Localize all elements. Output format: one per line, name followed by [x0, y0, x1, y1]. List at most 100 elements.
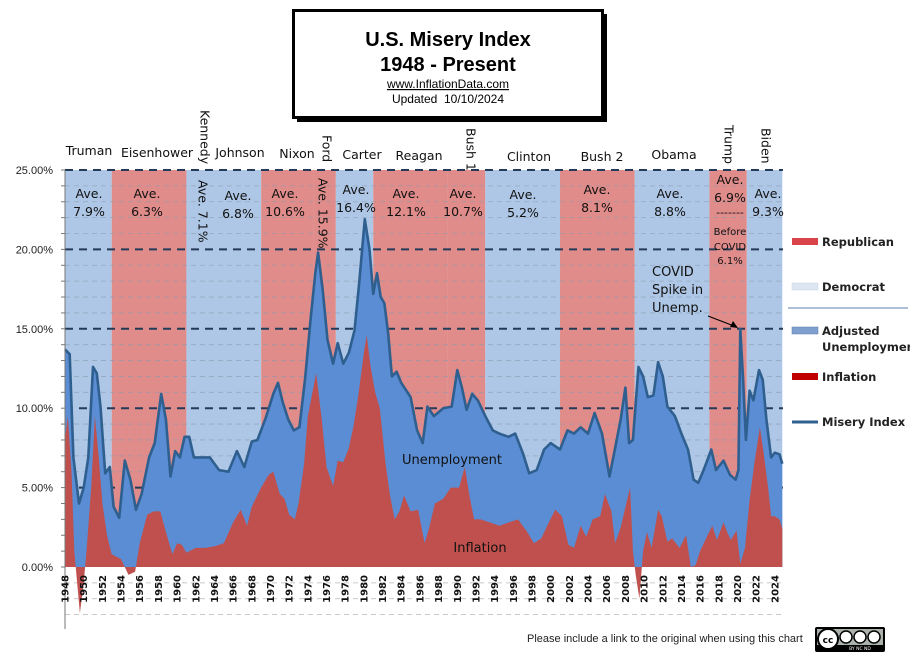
data-areas: [64, 217, 784, 614]
axes: 25.00% 20.00% 15.00% 10.00% 5.00% 0.00% 1948 19…: [16, 165, 781, 629]
y-tick-label: 0.00%: [22, 562, 53, 574]
president-name-ford: Ford: [320, 135, 335, 162]
average-label-trump: 6.9%: [714, 190, 746, 205]
before-covid-label: COVID: [714, 242, 746, 253]
average-label-nixon: Ave.: [272, 186, 299, 201]
x-tick-label: 1960: [173, 575, 184, 603]
source-link[interactable]: www.InflationData.com: [386, 77, 509, 91]
x-tick-label: 2018: [714, 575, 725, 603]
legend-label-republican: Republican: [822, 235, 894, 249]
president-name-nixon: Nixon: [279, 146, 314, 161]
x-tick-label: 1972: [285, 575, 296, 603]
title-box: U.S. Misery Index 1948 - Present www.Inf…: [292, 9, 607, 122]
x-tick-label: 1986: [415, 575, 426, 603]
x-tick-label: 2002: [565, 575, 576, 603]
x-tick-label: 1956: [135, 575, 146, 603]
president-name-reagan: Reagan: [396, 148, 443, 163]
average-label-truman: Ave.: [76, 186, 103, 201]
unemployment-area: [65, 219, 783, 567]
svg-text:BY NC ND: BY NC ND: [849, 646, 871, 652]
footer-note: Please include a link to the original wh…: [527, 633, 803, 645]
y-tick-label: 25.00%: [16, 165, 54, 177]
average-label-obama: 8.8%: [654, 204, 686, 219]
x-tick-label: 2008: [621, 575, 632, 603]
y-tick-label: 20.00%: [16, 244, 54, 256]
unemployment-label: Unemployment: [402, 453, 502, 468]
x-tick-label: 1952: [98, 575, 109, 603]
average-label-johnson: Ave.: [225, 188, 252, 203]
y-tick-label: 10.00%: [16, 403, 54, 415]
legend-swatch-democrat: [791, 282, 819, 291]
x-tick-label: 2004: [584, 575, 595, 603]
x-tick-label: 2020: [733, 575, 744, 603]
covid-note-line3: Unemp.: [652, 301, 703, 316]
x-tick-label: 2022: [752, 575, 763, 603]
x-tick-label: 2024: [770, 575, 781, 603]
average-label-bush-2: Ave.: [584, 182, 611, 197]
x-tick-label: 1954: [117, 575, 128, 603]
inflation-area: [65, 335, 783, 614]
covid-note-line1: COVID: [652, 265, 694, 280]
legend-label-unemployment: AdjustedUnemployment: [822, 324, 910, 354]
covid-note-line2: Spike in: [652, 283, 703, 298]
x-tick-label: 1966: [229, 575, 240, 603]
president-name-trump: Trump: [722, 124, 737, 164]
president-name-bush-1: Bush 1: [464, 128, 479, 171]
president-name-obama: Obama: [651, 147, 696, 162]
x-tick-label: 2012: [658, 575, 669, 603]
average-label-eisenhower: 6.3%: [131, 204, 163, 219]
average-label-ford: Ave. 15.9%: [316, 178, 331, 249]
legend: Republican Democrat AdjustedUnemployment…: [788, 235, 910, 429]
legend-swatch-inflation: [792, 373, 818, 380]
average-label-bush-2: 8.1%: [581, 200, 613, 215]
average-label-bush-1: Ave.: [450, 186, 477, 201]
average-label-obama: Ave.: [657, 186, 684, 201]
average-label-clinton: 5.2%: [507, 205, 539, 220]
average-label-kennedy: Ave. 7.1%: [196, 180, 211, 243]
inflation-label: Inflation: [453, 541, 506, 556]
before-covid-label: Before: [714, 227, 747, 238]
average-label-biden: 9.3%: [752, 204, 784, 219]
y-tick-label: 5.00%: [22, 483, 53, 495]
x-tick-label: 1984: [397, 575, 408, 603]
president-labels: Truman Ave. 7.9% Eisenhower Ave. 6.3% Kennedy A…: [65, 110, 784, 267]
svg-text:cc: cc: [823, 636, 834, 646]
x-tick-label: 1978: [341, 575, 352, 603]
x-tick-label: 1988: [434, 575, 445, 603]
x-tick-label: 1962: [191, 575, 202, 603]
chart-title: U.S. Misery Index: [365, 29, 531, 51]
average-label-eisenhower: Ave.: [134, 186, 161, 201]
average-label-carter: Ave.: [343, 182, 370, 197]
x-tick-label: 1998: [528, 575, 539, 603]
president-name-bush-2: Bush 2: [581, 149, 624, 164]
president-name-eisenhower: Eisenhower: [121, 145, 194, 160]
average-label-johnson: 6.8%: [222, 206, 254, 221]
president-name-truman: Truman: [65, 143, 113, 158]
x-tick-label: 1976: [322, 575, 333, 603]
x-tick-label: 2000: [546, 575, 557, 603]
updated-date: Updated 10/10/2024: [392, 92, 504, 106]
x-tick-label: 1964: [210, 575, 221, 603]
average-label-reagan: 12.1%: [386, 204, 426, 219]
average-label-biden: Ave.: [755, 186, 782, 201]
x-tick-label: 2006: [602, 575, 613, 603]
average-label-truman: 7.9%: [73, 204, 105, 219]
covid-arrow-icon: [707, 315, 738, 328]
cc-license-badge-icon[interactable]: cc BY NC ND: [815, 627, 885, 652]
president-name-kennedy: Kennedy: [198, 110, 213, 165]
average-label-carter: 16.4%: [336, 200, 376, 215]
misery-index-line: [64, 217, 784, 520]
before-covid-label: -------: [716, 206, 744, 219]
x-tick-label: 1948: [61, 575, 72, 603]
average-label-clinton: Ave.: [510, 187, 537, 202]
x-tick-label: 1996: [509, 575, 520, 603]
x-tick-label: 2014: [677, 575, 688, 603]
x-tick-label: 1970: [266, 575, 277, 603]
chart-subtitle: 1948 - Present: [380, 54, 516, 76]
president-name-carter: Carter: [342, 147, 382, 162]
x-tick-label: 1974: [303, 575, 314, 603]
x-tick-label: 1994: [490, 575, 501, 603]
x-tick-label: 1990: [453, 575, 464, 603]
x-tick-label: 1992: [471, 575, 482, 603]
